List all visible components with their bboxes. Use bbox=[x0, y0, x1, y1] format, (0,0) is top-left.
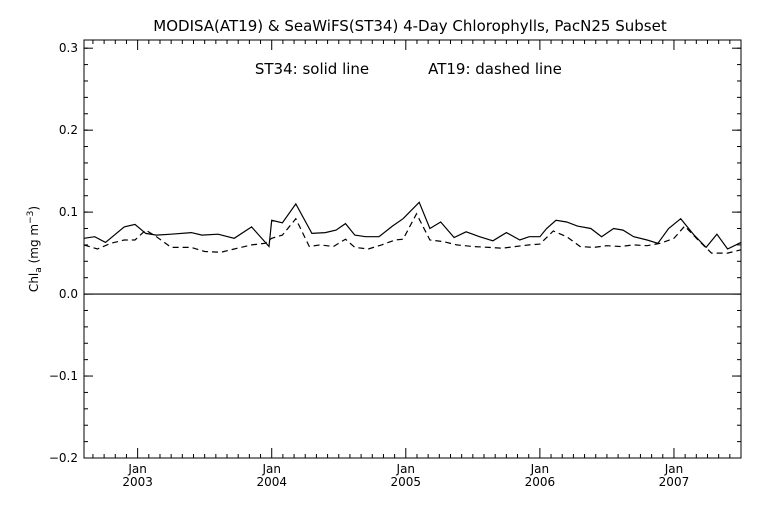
y-axis-label-unit-close: ) bbox=[27, 206, 41, 211]
series-line-at19 bbox=[83, 212, 742, 254]
x-tick-label-year: 2003 bbox=[122, 475, 153, 489]
axis-tick-labels: −0.2−0.10.00.10.20.3Jan2003Jan2004Jan200… bbox=[49, 41, 689, 489]
y-tick-label: 0.1 bbox=[59, 205, 78, 219]
y-axis-label: Chla (mg m−3) bbox=[26, 206, 44, 292]
x-tick-label-year: 2007 bbox=[659, 475, 690, 489]
y-tick-label: −0.1 bbox=[49, 369, 78, 383]
series-lines bbox=[83, 201, 742, 295]
chart-title: MODISA(AT19) & SeaWiFS(ST34) 4-Day Chlor… bbox=[153, 17, 667, 35]
x-tick-label-month: Jan bbox=[396, 462, 416, 476]
y-tick-label: 0.2 bbox=[59, 123, 78, 137]
annotation-solid: ST34: solid line bbox=[255, 60, 369, 78]
plot-frame bbox=[83, 39, 742, 459]
y-axis-label-unit-exp: −3 bbox=[26, 211, 36, 224]
y-tick-label: 0.3 bbox=[59, 41, 78, 55]
x-tick-label-month: Jan bbox=[261, 462, 281, 476]
x-tick-label-year: 2004 bbox=[256, 475, 287, 489]
y-axis-label-base: Chl bbox=[27, 273, 41, 292]
y-axis-label-unit-open: (mg m bbox=[27, 224, 41, 267]
y-tick-label: −0.2 bbox=[49, 451, 78, 465]
series-line-st34 bbox=[83, 201, 742, 250]
y-axis-label-subscript: a bbox=[34, 267, 44, 273]
x-tick-label-month: Jan bbox=[127, 462, 147, 476]
x-tick-label-month: Jan bbox=[530, 462, 550, 476]
x-tick-label-month: Jan bbox=[664, 462, 684, 476]
annotation-dashed: AT19: dashed line bbox=[428, 60, 562, 78]
x-tick-label-year: 2006 bbox=[525, 475, 556, 489]
y-tick-label: 0.0 bbox=[59, 287, 78, 301]
x-tick-label-year: 2005 bbox=[391, 475, 422, 489]
